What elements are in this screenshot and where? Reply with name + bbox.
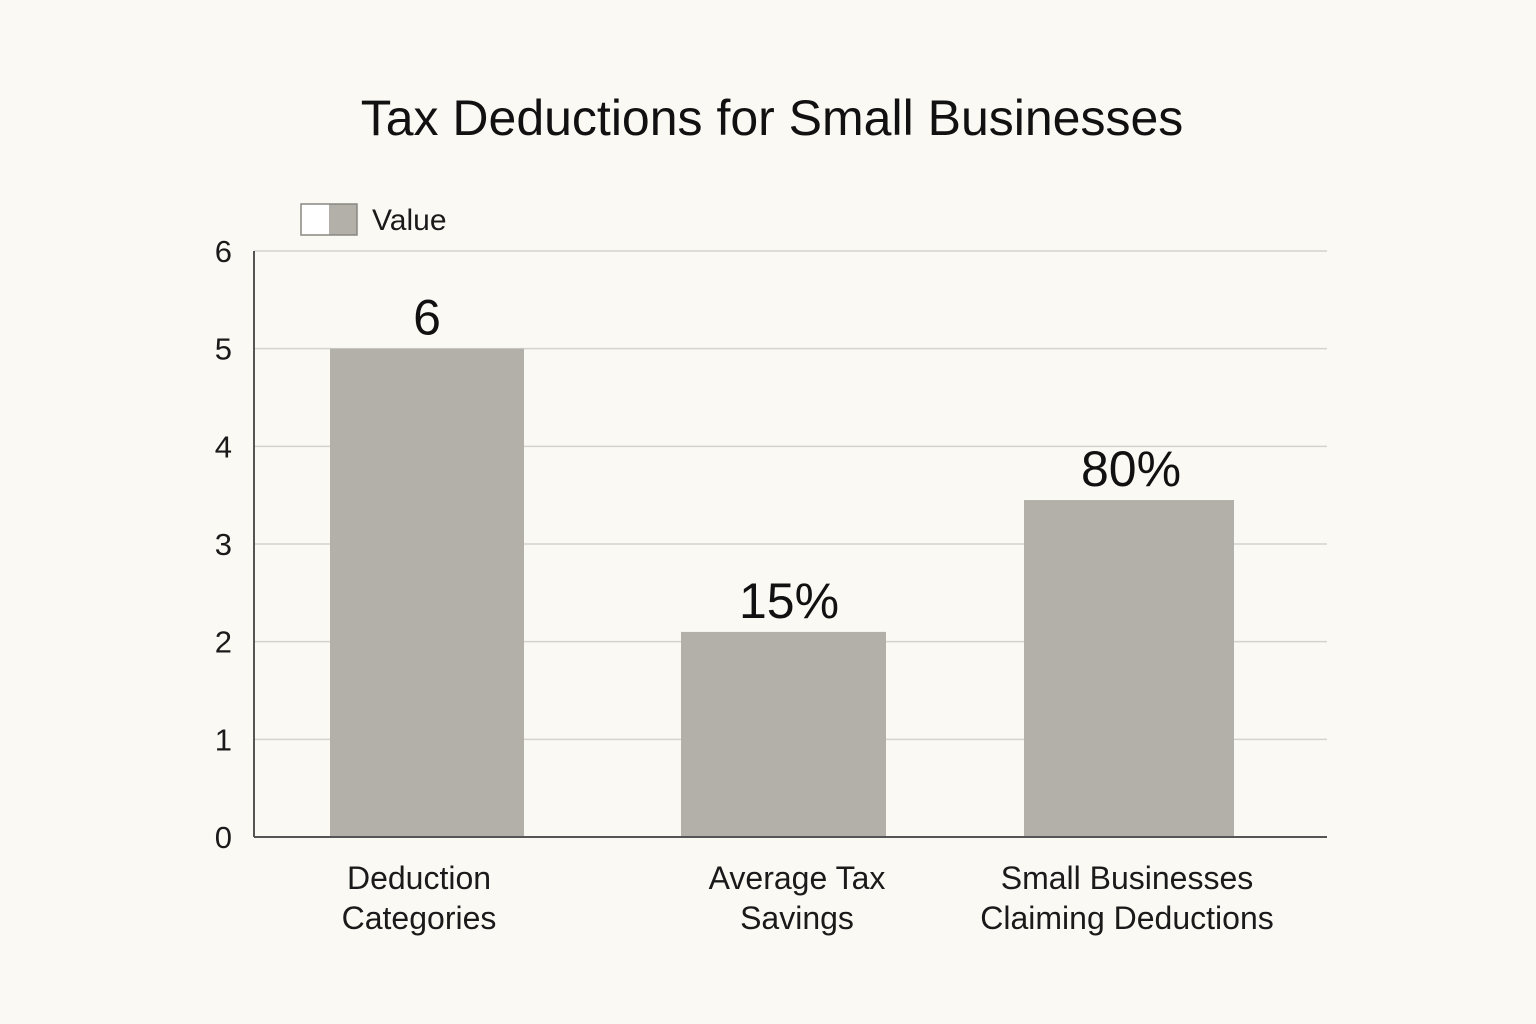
y-tick-label: 1 [215, 722, 232, 757]
data-label: 80% [1081, 441, 1181, 497]
data-labels: 6 15% 80% [413, 290, 1181, 629]
category-labels: Deduction Categories Average Tax Savings Sma… [342, 860, 1274, 936]
x-tick-label: Deduction Categories [342, 860, 497, 936]
y-tick-label: 5 [215, 332, 232, 367]
bar [681, 631, 886, 837]
y-tick-label: 2 [215, 625, 232, 660]
axes [253, 251, 1327, 838]
x-tick-label-line: Categories [342, 900, 497, 936]
data-label: 15% [739, 573, 839, 629]
x-tick-label-line: Small Businesses [1001, 860, 1254, 896]
x-tick-label-line: Deduction [347, 860, 491, 896]
legend-label: Value [372, 204, 447, 237]
y-tick-label: 0 [215, 820, 232, 855]
legend-swatch-border [300, 203, 358, 236]
x-tick-label: Small Businesses Claiming Deductions [980, 860, 1273, 936]
legend-swatch-left [301, 204, 329, 235]
legend: Value [300, 203, 447, 237]
x-tick-label-line: Claiming Deductions [980, 900, 1273, 936]
x-tick-label-line: Savings [740, 900, 854, 936]
y-tick-label: 3 [215, 527, 232, 562]
y-axis-ticks: 0 1 2 3 4 5 6 [215, 234, 232, 855]
x-tick-label-line: Average Tax [709, 860, 886, 896]
x-tick-label: Average Tax Savings [709, 860, 886, 936]
chart-title: Tax Deductions for Small Businesses [361, 90, 1184, 146]
bars [330, 348, 1234, 837]
legend-swatch [300, 203, 358, 236]
bar [330, 348, 524, 837]
data-label: 6 [413, 290, 441, 346]
bar [1024, 500, 1234, 837]
legend-swatch-right [329, 204, 357, 235]
y-tick-label: 6 [215, 234, 232, 269]
y-tick-label: 4 [215, 429, 232, 464]
